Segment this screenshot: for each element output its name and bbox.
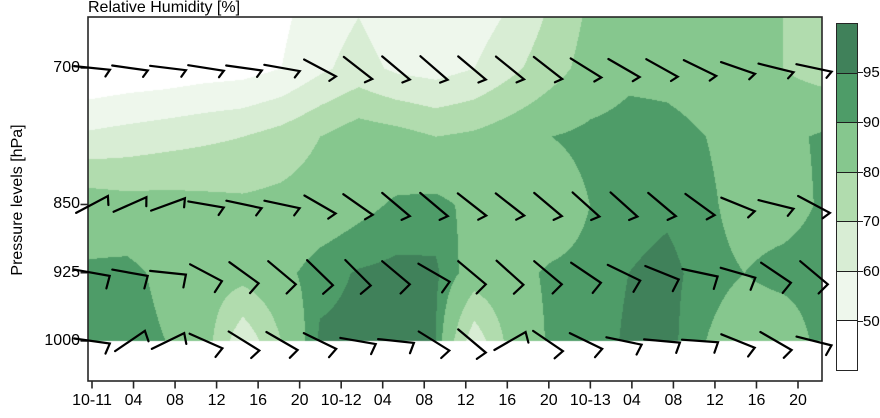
colorbar-tick-mark (858, 72, 863, 74)
colorbar-tick-label: 50 (863, 312, 880, 330)
colorbar-tick-mark (858, 270, 863, 273)
chart-title: Relative Humidity [%] (88, 0, 241, 16)
y-tick-label: 925 (53, 263, 80, 281)
x-tick-label: 10-13 (569, 392, 611, 409)
colorbar-segment (837, 320, 857, 371)
x-axis-ticks (91, 381, 799, 389)
y-tick-label: 850 (53, 195, 80, 213)
x-tick-label: 16 (747, 392, 766, 409)
colorbar-tick-label: 60 (863, 263, 880, 281)
x-tick-label: 16 (498, 392, 517, 409)
y-axis-ticks (80, 67, 88, 342)
colorbar-tick-label: 80 (863, 163, 880, 181)
x-tick-label: 10-11 (72, 392, 112, 409)
colorbar (836, 23, 858, 371)
x-tick-label: 04 (373, 392, 392, 409)
x-tick-label: 04 (622, 392, 641, 409)
colorbar-tick-label: 90 (863, 113, 880, 131)
y-axis-label: Pressure levels [hPa] (9, 124, 26, 276)
x-tick-label: 20 (789, 392, 807, 409)
humidity-contour-canvas (88, 17, 822, 381)
colorbar-tick-mark (858, 320, 863, 322)
colorbar-tick-mark (858, 121, 863, 124)
colorbar-segment (837, 122, 857, 172)
y-tick-label: 700 (53, 58, 80, 76)
x-tick-label: 12 (706, 392, 724, 409)
colorbar-segment (837, 72, 857, 123)
colorbar-segment (837, 270, 857, 321)
x-tick-label: 08 (166, 392, 184, 409)
x-tick-label: 08 (415, 392, 434, 409)
x-tick-label: 12 (207, 392, 226, 409)
colorbar-tick-mark (858, 221, 863, 223)
colorbar-segment (837, 24, 857, 73)
colorbar-tick-mark (858, 171, 863, 173)
x-tick-label: 12 (456, 392, 475, 409)
x-tick-label: 10-12 (320, 392, 362, 409)
colorbar-segment (837, 221, 857, 271)
colorbar-tick-label: 95 (863, 64, 880, 82)
x-tick-label: 20 (539, 392, 558, 409)
x-tick-label: 04 (124, 392, 143, 409)
colorbar-segment (837, 171, 857, 222)
x-tick-label: 16 (249, 392, 267, 409)
x-tick-label: 20 (290, 392, 309, 409)
colorbar-tick-label: 70 (863, 213, 880, 231)
y-tick-label: 1000 (44, 332, 80, 349)
x-tick-label: 08 (664, 392, 683, 409)
